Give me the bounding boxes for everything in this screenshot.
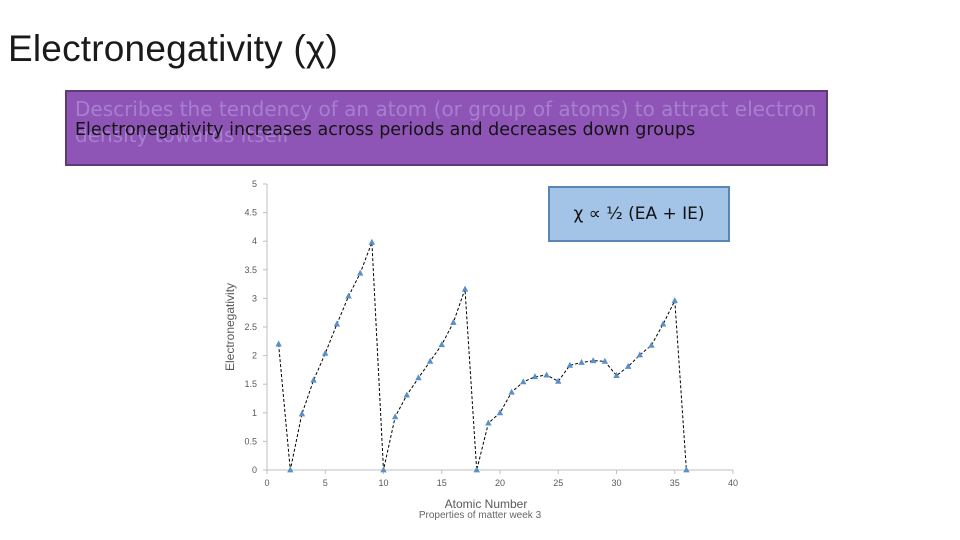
data-point bbox=[566, 361, 574, 368]
data-point bbox=[531, 373, 539, 380]
data-point bbox=[683, 466, 690, 473]
x-tick-label: 10 bbox=[378, 478, 388, 488]
formula-text: χ ∝ ½ (EA + IE) bbox=[573, 204, 705, 224]
data-point bbox=[671, 297, 678, 304]
x-tick-label: 40 bbox=[728, 478, 738, 488]
data-point bbox=[496, 409, 504, 416]
data-point bbox=[450, 318, 457, 325]
y-tick-label: 4 bbox=[252, 236, 257, 246]
x-tick-label: 30 bbox=[611, 478, 621, 488]
definition-ghost-text: Describes the tendency of an atom (or gr… bbox=[75, 97, 817, 147]
y-tick-label: 0 bbox=[252, 465, 257, 475]
data-point bbox=[415, 374, 422, 381]
data-point bbox=[543, 371, 550, 378]
data-point bbox=[613, 372, 620, 379]
x-axis-label: Atomic Number bbox=[445, 497, 528, 511]
y-tick-label: 1.5 bbox=[244, 379, 257, 389]
y-tick-label: 0.5 bbox=[244, 436, 257, 446]
data-point bbox=[426, 357, 434, 364]
data-point bbox=[310, 376, 317, 383]
data-point bbox=[287, 466, 294, 473]
data-point bbox=[322, 349, 329, 356]
data-point bbox=[659, 320, 667, 327]
chart-svg: 0 0.5 1 1.5 2 2.5 3 3.5 4 4.5 5 0 5 10 15 20 25 30 35 40 Ato… bbox=[223, 179, 738, 511]
y-axis-label: Electronegativity bbox=[223, 283, 237, 371]
series-line bbox=[278, 242, 687, 471]
y-tick-label: 3.5 bbox=[244, 265, 257, 275]
x-tick-label: 5 bbox=[323, 478, 328, 488]
x-tick-label: 35 bbox=[670, 478, 680, 488]
data-point bbox=[485, 419, 492, 426]
data-point bbox=[508, 388, 515, 395]
slide-footer: Properties of matter week 3 bbox=[418, 510, 542, 521]
data-point bbox=[624, 362, 632, 369]
y-tick-label: 5 bbox=[252, 179, 257, 189]
data-point bbox=[601, 357, 609, 364]
data-point bbox=[555, 377, 562, 384]
x-tick-label: 25 bbox=[553, 478, 563, 488]
y-tick-label: 1 bbox=[252, 408, 257, 418]
trend-statement: Electronegativity increases across perio… bbox=[75, 120, 696, 140]
y-tick-label: 4.5 bbox=[244, 208, 257, 218]
x-tick-label: 20 bbox=[495, 478, 505, 488]
y-tick-label: 2.5 bbox=[244, 322, 257, 332]
data-point bbox=[461, 285, 469, 292]
y-tick-label: 2 bbox=[252, 351, 257, 361]
y-tick-label: 3 bbox=[252, 293, 257, 303]
data-point bbox=[333, 320, 341, 327]
data-point bbox=[438, 341, 445, 348]
data-point bbox=[275, 340, 282, 347]
data-point bbox=[345, 292, 352, 299]
data-point bbox=[648, 341, 655, 348]
data-point bbox=[357, 269, 364, 276]
data-point bbox=[520, 378, 527, 385]
data-point bbox=[473, 466, 480, 473]
formula-box: χ ∝ ½ (EA + IE) bbox=[548, 186, 730, 242]
data-point bbox=[636, 351, 643, 358]
data-point bbox=[391, 413, 399, 420]
x-tick-label: 0 bbox=[264, 478, 269, 488]
data-point bbox=[368, 238, 376, 245]
x-tick-label: 15 bbox=[437, 478, 447, 488]
data-point bbox=[380, 466, 387, 473]
definition-box: Describes the tendency of an atom (or gr… bbox=[65, 90, 828, 166]
data-point bbox=[403, 391, 410, 398]
electronegativity-chart: 0 0.5 1 1.5 2 2.5 3 3.5 4 4.5 5 0 5 10 15 20 25 30 35 40 Ato… bbox=[215, 176, 745, 526]
slide-title: Electronegativity (χ) bbox=[8, 28, 339, 69]
data-point bbox=[590, 357, 597, 364]
data-point bbox=[578, 358, 585, 365]
data-point bbox=[298, 410, 306, 417]
